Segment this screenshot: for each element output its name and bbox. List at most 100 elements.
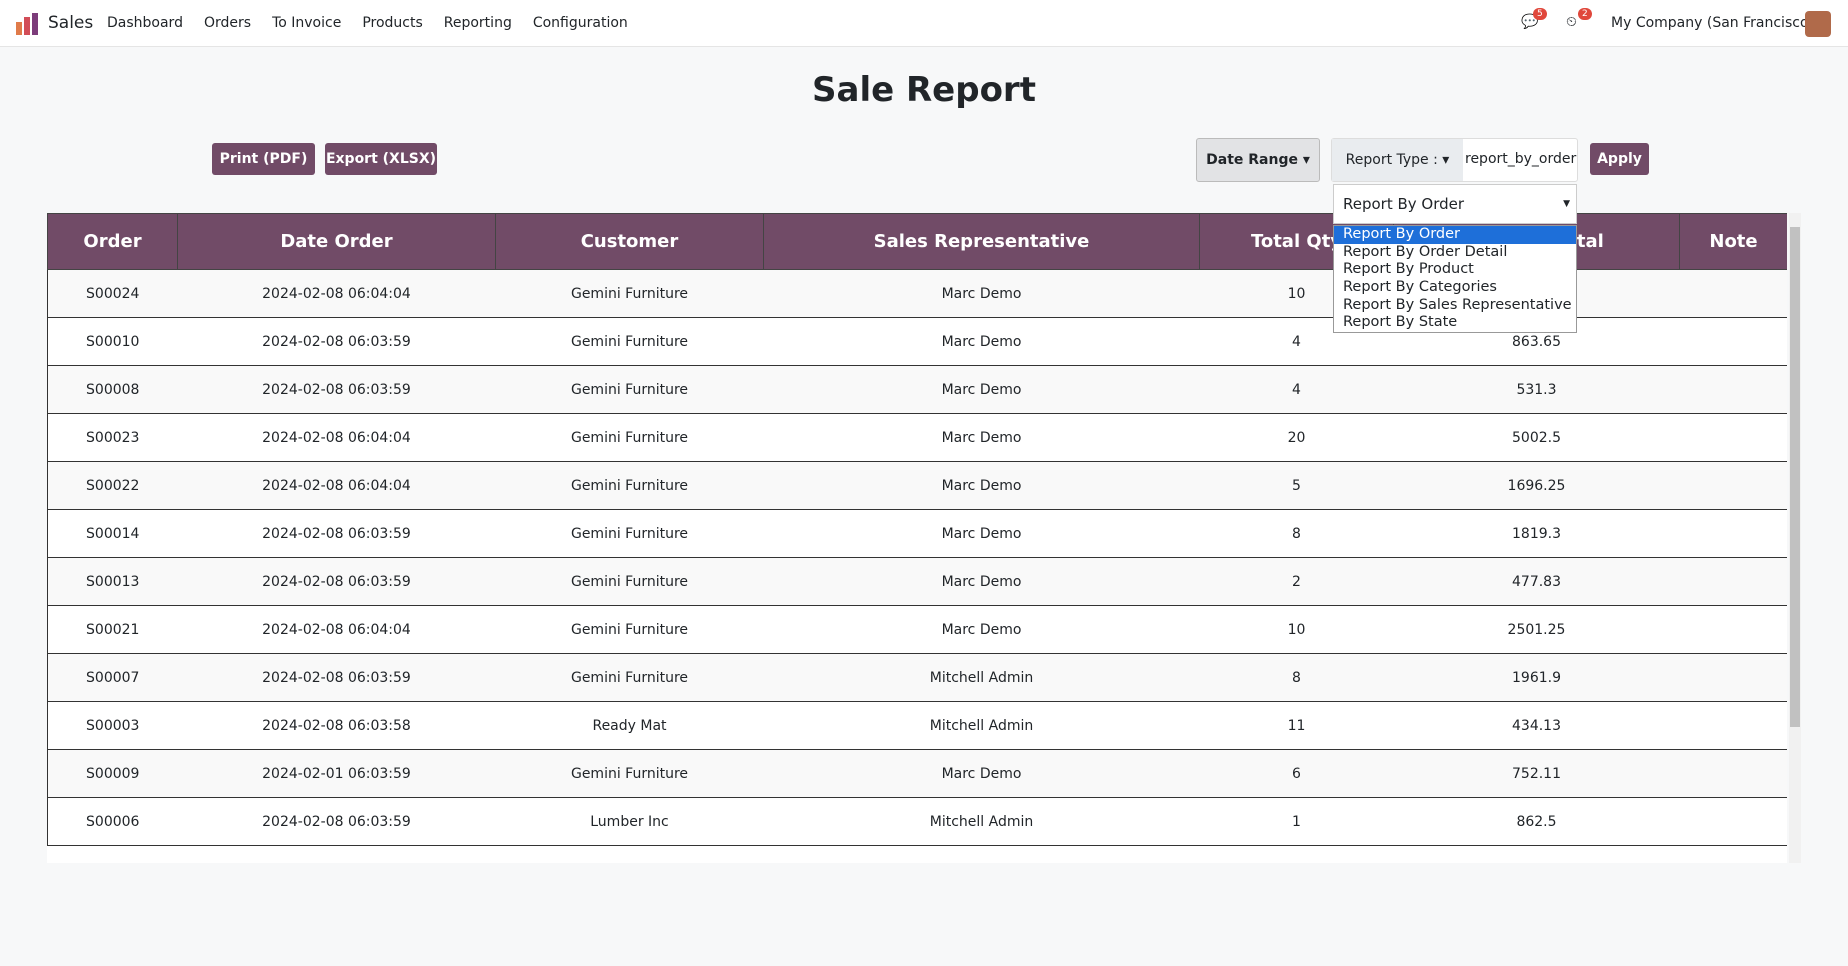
menu-item[interactable]: Reporting [443, 15, 512, 31]
option[interactable]: Report By Product [1343, 261, 1474, 278]
table-cell: 1 [1199, 797, 1394, 846]
menu-item[interactable]: Orders [203, 15, 252, 31]
table-cell: Gemini Furniture [495, 317, 764, 366]
table-cell: Mitchell Admin [763, 653, 1200, 702]
table-cell: 6 [1199, 749, 1394, 798]
table-cell: S00007 [47, 653, 178, 702]
badge: 5 [1533, 8, 1547, 20]
column-header: Note [1679, 213, 1787, 270]
scroll-thumb[interactable] [1790, 227, 1800, 727]
table-cell: 2024-02-08 06:03:59 [177, 557, 496, 606]
menu-item[interactable]: To Invoice [272, 15, 342, 31]
table-cell: S00009 [47, 749, 178, 798]
report-type-label: Report Type : [1345, 152, 1438, 168]
table-cell: 2024-02-08 06:04:04 [177, 605, 496, 654]
activities[interactable]: ⏲ 2 [1566, 8, 1592, 30]
table-cell [1679, 557, 1787, 606]
option[interactable]: Report By Sales Representative [1343, 296, 1572, 313]
avatar[interactable] [1805, 11, 1831, 37]
table-row: S00023 2024-02-08 06:04:04 Gemini Furnitur… [47, 413, 1787, 462]
table-cell [1679, 797, 1787, 846]
table-cell: 2 [1199, 557, 1394, 606]
table-row: S00014 2024-02-08 06:03:59 Gemini Furnitur… [47, 509, 1787, 558]
table-cell: 2024-02-08 06:04:04 [177, 461, 496, 510]
menu-item[interactable]: Configuration [532, 15, 628, 31]
header-row: Order Date Order Customer Sales Representat… [47, 213, 1787, 270]
option[interactable]: Report By Categories [1343, 279, 1497, 296]
table-cell: Marc Demo [763, 509, 1200, 558]
messages[interactable]: 💬 5 [1521, 8, 1547, 30]
date-range[interactable]: Date Range ▾ [1196, 138, 1320, 182]
table-cell: S00003 [47, 701, 178, 750]
table-cell: Marc Demo [763, 413, 1200, 462]
table-cell [1679, 749, 1787, 798]
table-cell: Gemini Furniture [495, 605, 764, 654]
table-cell: S00023 [47, 413, 178, 462]
table-cell: 8 [1199, 653, 1394, 702]
table-cell: 531.3 [1393, 365, 1680, 414]
report-type-toggle[interactable]: Report Type : ▾ [1332, 139, 1463, 181]
table-cell: Mitchell Admin [763, 797, 1200, 846]
table-cell: S00010 [47, 317, 178, 366]
table-cell: 1819.3 [1393, 509, 1680, 558]
column-header: Sales Representative [763, 213, 1200, 270]
select[interactable]: Report By Order ▼ [1333, 184, 1577, 224]
table-cell: 5 [1199, 461, 1394, 510]
apply-button[interactable]: Apply [1590, 143, 1649, 175]
option[interactable]: Report By Order [1334, 226, 1576, 244]
table-cell: Gemini Furniture [495, 269, 764, 318]
table-cell: 10 [1199, 605, 1394, 654]
table-cell [1679, 461, 1787, 510]
table-cell [1679, 605, 1787, 654]
table-cell: 2024-02-01 06:03:59 [177, 749, 496, 798]
page-title: Sale Report [812, 70, 1036, 110]
table-cell: 2024-02-08 06:03:59 [177, 365, 496, 414]
table-cell: Gemini Furniture [495, 461, 764, 510]
table-row: S00009 2024-02-01 06:03:59 Gemini Furnitur… [47, 749, 1787, 798]
table-cell: 8 [1199, 509, 1394, 558]
company[interactable]: My Company (San Francisco) [1611, 15, 1814, 31]
table-cell [1679, 317, 1787, 366]
table-cell: 2024-02-08 06:03:59 [177, 653, 496, 702]
table-cell [1679, 701, 1787, 750]
option[interactable]: Report By Order Detail [1343, 243, 1508, 260]
badge: 2 [1578, 8, 1592, 20]
app-name[interactable]: Sales [48, 13, 94, 33]
table-cell: S00021 [47, 605, 178, 654]
print-button[interactable]: Print (PDF) [212, 143, 315, 175]
table-cell: 477.83 [1393, 557, 1680, 606]
table-row: S00006 2024-02-08 06:03:59 Lumber Inc Mitch… [47, 797, 1787, 846]
table-cell: Marc Demo [763, 461, 1200, 510]
table-cell: 5002.5 [1393, 413, 1680, 462]
export-button[interactable]: Export (XLSX) [325, 143, 437, 175]
column-header: Order [47, 213, 178, 270]
table-cell: Marc Demo [763, 269, 1200, 318]
scrollbar[interactable] [1789, 213, 1801, 863]
table-cell: 862.5 [1393, 797, 1680, 846]
table-cell: Ready Mat [495, 701, 764, 750]
column-header: Customer [495, 213, 764, 270]
option[interactable]: Report By State [1343, 314, 1458, 331]
navbar: Sales Dashboard Orders To Invoice Products R… [0, 0, 1848, 47]
table-cell [1679, 269, 1787, 318]
table-cell: 434.13 [1393, 701, 1680, 750]
table-cell: Marc Demo [763, 365, 1200, 414]
menu-item[interactable]: Dashboard [107, 15, 183, 31]
table-cell: 2024-02-08 06:04:04 [177, 269, 496, 318]
table-cell: Gemini Furniture [495, 653, 764, 702]
menu: Dashboard Orders To Invoice Products Reporti… [107, 15, 628, 31]
menu-item[interactable]: Products [362, 15, 423, 31]
table-row: S00013 2024-02-08 06:03:59 Gemini Furnitur… [47, 557, 1787, 606]
table-cell: Gemini Furniture [495, 365, 764, 414]
table-cell [1679, 509, 1787, 558]
column-header: Date Order [177, 213, 496, 270]
table-cell: Gemini Furniture [495, 749, 764, 798]
report-type-value: report_by_order [1465, 151, 1577, 167]
table-row: S00008 2024-02-08 06:03:59 Gemini Furnitur… [47, 365, 1787, 414]
table-cell: S00022 [47, 461, 178, 510]
table-cell: Gemini Furniture [495, 509, 764, 558]
table-cell: Gemini Furniture [495, 413, 764, 462]
table-cell: S00013 [47, 557, 178, 606]
